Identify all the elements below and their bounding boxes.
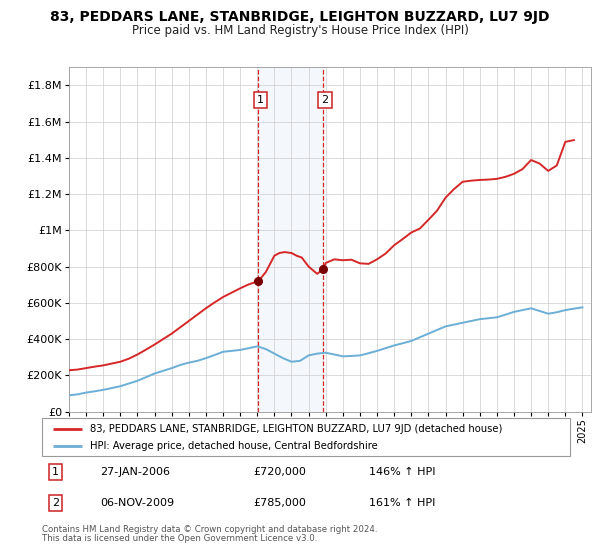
Text: 83, PEDDARS LANE, STANBRIDGE, LEIGHTON BUZZARD, LU7 9JD (detached house): 83, PEDDARS LANE, STANBRIDGE, LEIGHTON B… — [89, 423, 502, 433]
Text: Contains HM Land Registry data © Crown copyright and database right 2024.: Contains HM Land Registry data © Crown c… — [42, 525, 377, 534]
Text: 2: 2 — [52, 498, 59, 508]
FancyBboxPatch shape — [42, 418, 570, 456]
Text: 161% ↑ HPI: 161% ↑ HPI — [370, 498, 436, 508]
Text: 06-NOV-2009: 06-NOV-2009 — [100, 498, 174, 508]
Text: 1: 1 — [257, 95, 264, 105]
Text: 2: 2 — [322, 95, 329, 105]
Text: £785,000: £785,000 — [253, 498, 306, 508]
Text: £720,000: £720,000 — [253, 467, 306, 477]
Text: HPI: Average price, detached house, Central Bedfordshire: HPI: Average price, detached house, Cent… — [89, 441, 377, 451]
Text: 83, PEDDARS LANE, STANBRIDGE, LEIGHTON BUZZARD, LU7 9JD: 83, PEDDARS LANE, STANBRIDGE, LEIGHTON B… — [50, 10, 550, 24]
Text: 27-JAN-2006: 27-JAN-2006 — [100, 467, 170, 477]
Bar — [259, 67, 323, 412]
Text: This data is licensed under the Open Government Licence v3.0.: This data is licensed under the Open Gov… — [42, 534, 317, 543]
Text: 1: 1 — [52, 467, 59, 477]
Text: 146% ↑ HPI: 146% ↑ HPI — [370, 467, 436, 477]
Text: Price paid vs. HM Land Registry's House Price Index (HPI): Price paid vs. HM Land Registry's House … — [131, 24, 469, 36]
